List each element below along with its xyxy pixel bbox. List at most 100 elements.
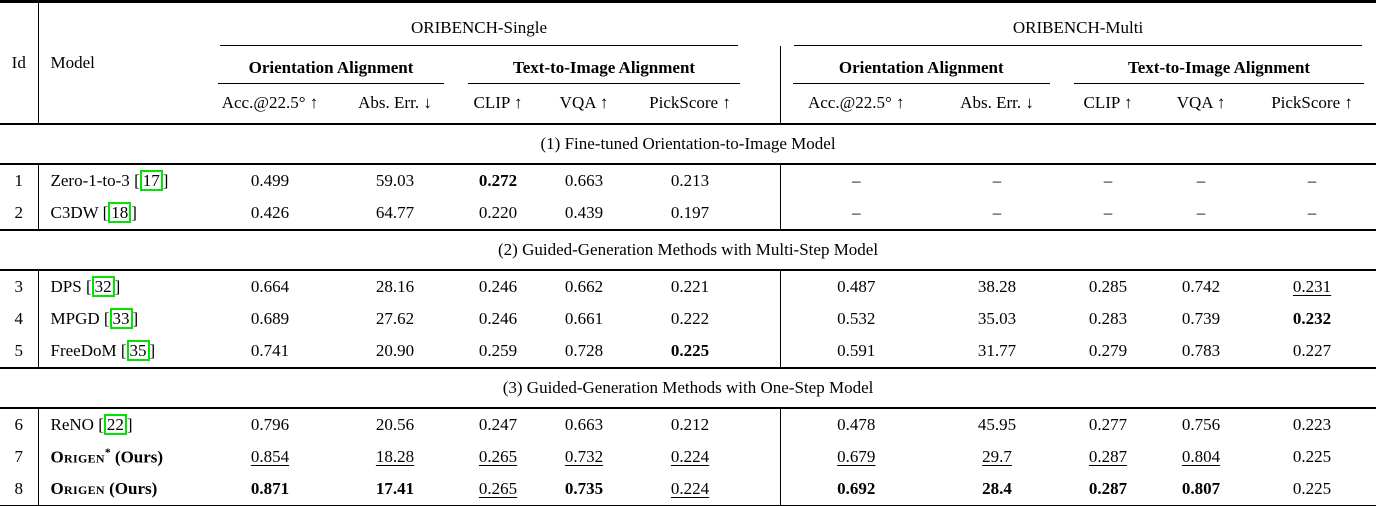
col-header-id: Id <box>0 1 39 124</box>
group-header-t2i-multi: Text-to-Image Alignment <box>1062 46 1376 84</box>
value-cell: – <box>992 170 1002 190</box>
value-cell: 0.213 <box>670 170 710 190</box>
value-cell: 0.285 <box>1088 276 1128 296</box>
separator-cell <box>752 472 781 506</box>
model-suffix: (Ours) <box>110 447 164 467</box>
value-cell: 29.7 <box>982 446 1012 466</box>
value-cell: 0.663 <box>564 170 604 190</box>
value-cell: 0.742 <box>1181 276 1221 296</box>
value-cell: 20.90 <box>375 340 415 360</box>
row-id: 2 <box>0 196 39 230</box>
section-title: (1) Fine-tuned Orientation-to-Image Mode… <box>0 122 1376 165</box>
value-cell: 0.679 <box>837 446 876 466</box>
value-cell: 20.56 <box>375 414 415 434</box>
value-cell: 35.03 <box>977 308 1017 328</box>
model-name: Zero-1-to-3 <box>50 171 130 190</box>
value-cell: 0.212 <box>670 414 710 434</box>
citation-link[interactable]: 18 <box>108 202 132 223</box>
value-cell: 0.728 <box>564 340 604 360</box>
value-cell: 18.28 <box>375 446 415 466</box>
value-cell: 0.692 <box>837 478 876 498</box>
value-cell: 0.225 <box>670 340 710 360</box>
value-cell: – <box>1196 170 1206 190</box>
value-cell: – <box>1103 202 1113 222</box>
value-cell: 0.265 <box>478 446 518 466</box>
value-cell: 0.287 <box>1088 446 1128 466</box>
value-cell: 0.272 <box>478 170 518 190</box>
row-id: 7 <box>0 440 39 473</box>
table-row: 7 Origen* (Ours) 0.854 18.28 0.265 0.732 0.224… <box>0 440 1376 473</box>
value-cell: 45.95 <box>977 414 1017 434</box>
value-cell: 0.247 <box>478 414 518 434</box>
value-cell: 0.246 <box>478 308 518 328</box>
value-cell: 0.259 <box>478 340 518 360</box>
separator-cell <box>752 83 781 124</box>
value-cell: 0.287 <box>1088 478 1128 498</box>
value-cell: 0.741 <box>250 340 290 360</box>
value-cell: 17.41 <box>375 478 415 498</box>
section-row: (3) Guided-Generation Methods with One-S… <box>0 366 1376 409</box>
value-cell: 0.222 <box>670 308 710 328</box>
model-name: ReNO <box>50 415 94 434</box>
value-cell: 0.225 <box>1292 446 1332 466</box>
model-cell: ReNO [22] <box>50 414 133 435</box>
value-cell: 0.223 <box>1292 414 1332 434</box>
model-superscript: * <box>104 445 111 459</box>
citation-link[interactable]: 32 <box>91 276 115 297</box>
table-body: (1) Fine-tuned Orientation-to-Image Mode… <box>0 122 1376 506</box>
col-header-vqa-multi: VQA ↑ <box>1176 93 1226 112</box>
value-cell: 28.16 <box>375 276 415 296</box>
col-header-pickscore-single: PickScore ↑ <box>649 93 731 112</box>
citation-link[interactable]: 17 <box>139 170 163 191</box>
col-header-acc-single: Acc.@22.5° ↑ <box>221 93 319 112</box>
col-header-clip-single: CLIP ↑ <box>473 93 523 112</box>
separator-cell <box>752 269 781 303</box>
value-cell: – <box>852 170 861 190</box>
header-row-groups: Orientation Alignment Text-to-Image Alig… <box>0 45 1376 84</box>
model-name: FreeDoM <box>50 341 117 360</box>
value-cell: 0.478 <box>837 414 876 434</box>
group-header-orientation-multi: Orientation Alignment <box>780 46 1062 84</box>
value-cell: 0.804 <box>1181 446 1221 466</box>
table-row: 1 Zero-1-to-3 [17] 0.499 59.03 0.272 0.663 0.2… <box>0 163 1376 197</box>
col-header-vqa-single: VQA ↑ <box>559 93 609 112</box>
value-cell: 0.661 <box>564 308 604 328</box>
bench-title-multi: ORIBENCH-Multi <box>1012 17 1144 37</box>
header-row-bench: Id Model ORIBENCH-Single ORIBENCH-Multi <box>0 1 1376 124</box>
value-cell: 38.28 <box>977 276 1017 296</box>
value-cell: 0.871 <box>250 478 290 498</box>
value-cell: 0.283 <box>1088 308 1128 328</box>
table-row: 8 Origen (Ours) 0.871 17.41 0.265 0.735 0.224 0… <box>0 472 1376 506</box>
value-cell: 0.279 <box>1088 340 1128 360</box>
section-row: (2) Guided-Generation Methods with Multi… <box>0 228 1376 271</box>
citation-link[interactable]: 33 <box>109 308 133 329</box>
value-cell: 0.796 <box>250 414 290 434</box>
value-cell: 0.487 <box>837 276 876 296</box>
col-header-pickscore-multi: PickScore ↑ <box>1271 93 1353 112</box>
value-cell: 0.277 <box>1088 414 1128 434</box>
group-title: Text-to-Image Alignment <box>1127 57 1311 77</box>
citation-link[interactable]: 22 <box>103 414 127 435</box>
value-cell: 0.231 <box>1292 276 1332 296</box>
group-title: Text-to-Image Alignment <box>512 57 696 77</box>
value-cell: 0.197 <box>670 202 710 222</box>
row-id: 5 <box>0 334 39 368</box>
section-title: (2) Guided-Generation Methods with Multi… <box>0 228 1376 271</box>
value-cell: 0.232 <box>1292 308 1332 328</box>
value-cell: 0.756 <box>1181 414 1221 434</box>
model-cell: C3DW [18] <box>50 202 137 223</box>
model-name: Origen <box>50 447 105 467</box>
col-header-model: Model <box>50 52 95 72</box>
value-cell: 0.664 <box>250 276 290 296</box>
table-row: 4 MPGD [33] 0.689 27.62 0.246 0.661 0.222 0.532… <box>0 302 1376 335</box>
citation-link[interactable]: 35 <box>126 340 150 361</box>
row-id: 8 <box>0 472 39 506</box>
value-cell: 0.591 <box>837 340 876 360</box>
section-row: (1) Fine-tuned Orientation-to-Image Mode… <box>0 122 1376 165</box>
group-header-orientation-single: Orientation Alignment <box>206 46 456 84</box>
separator-cell <box>752 163 781 197</box>
value-cell: 0.439 <box>564 202 604 222</box>
group-title: Orientation Alignment <box>838 57 1004 77</box>
group-title: Orientation Alignment <box>248 57 414 77</box>
